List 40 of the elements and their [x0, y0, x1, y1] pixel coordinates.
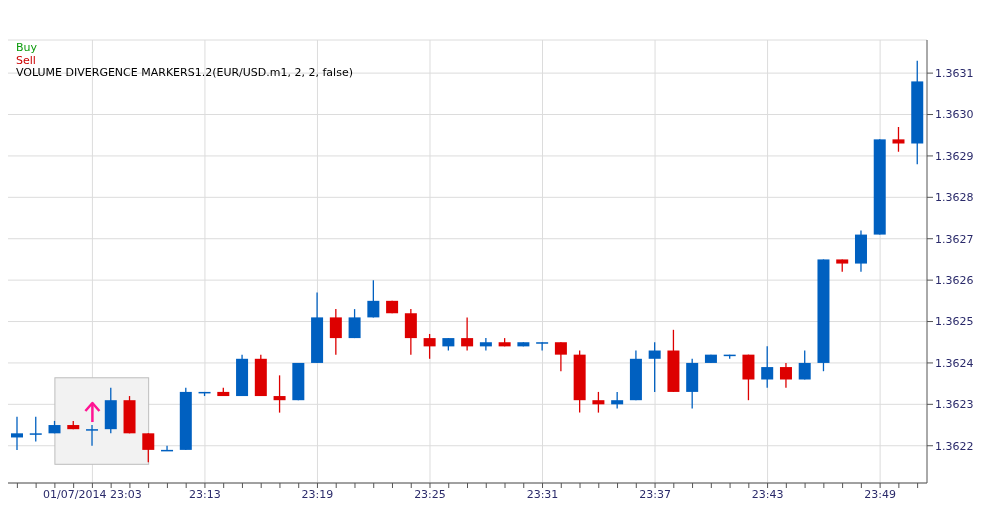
annotation: Buy: [16, 41, 39, 55]
annotation: VOLUME DIVERGENCE MARKERS1.2(EUR/USD.m1, 2, 2, false): [16, 66, 353, 80]
candlestick: [29, 416, 42, 443]
candlestick: [461, 316, 474, 352]
candlestick: [648, 341, 661, 393]
candlestick: [554, 341, 567, 372]
candlestick: [86, 424, 99, 447]
x-tick-label: 23:19: [301, 487, 334, 501]
candlestick: [592, 391, 605, 414]
y-tick-label: 1.3628: [935, 191, 974, 205]
x-tick-label: 23:43: [751, 487, 784, 501]
x-tick-label: 23:37: [639, 487, 671, 501]
x-tick-label: 01/07/2014 23:03: [43, 487, 142, 501]
y-tick-label: 1.3630: [935, 108, 974, 122]
candlestick: [329, 308, 342, 356]
candlestick: [761, 345, 774, 389]
y-tick-label: 1.3625: [935, 315, 974, 329]
candlestick: [423, 333, 436, 360]
candlestick: [536, 341, 549, 352]
x-tick-label: 23:13: [189, 487, 221, 501]
annotation: Sell: [16, 53, 37, 67]
x-tick-label: 23:31: [526, 487, 559, 501]
x-tick-label: 23:49: [864, 487, 896, 501]
candlestick: [11, 416, 23, 451]
candlestick: [348, 308, 361, 339]
y-tick-label: 1.3627: [935, 232, 974, 246]
candlestick: [892, 126, 905, 153]
candlestick: [273, 374, 286, 414]
y-tick-label: 1.3624: [935, 356, 974, 370]
candlestick: [142, 432, 155, 463]
y-tick-label: 1.3631: [935, 67, 974, 81]
y-tick-label: 1.3623: [935, 398, 974, 412]
candlestick: [798, 349, 811, 381]
candlestick: [479, 337, 492, 352]
y-tick-label: 1.3626: [935, 274, 974, 288]
y-tick-label: 1.3622: [935, 439, 974, 453]
y-tick-label: 1.3629: [935, 149, 974, 163]
candlestick: [367, 279, 380, 319]
x-tick-label: 23:25: [414, 487, 446, 501]
candlestick: [779, 362, 792, 389]
